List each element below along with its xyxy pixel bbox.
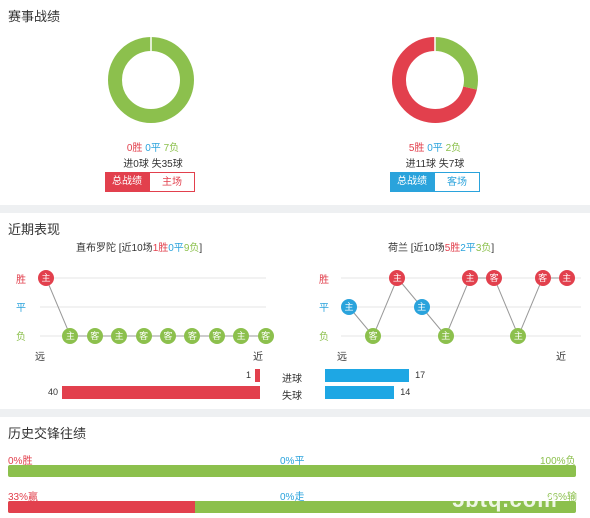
- right-loss-count: 2负: [445, 143, 462, 154]
- left-match-marker: 主: [111, 328, 128, 344]
- right-conceded-bar: [325, 386, 395, 399]
- left-total-record-button[interactable]: 总战绩: [105, 172, 149, 192]
- left-match-marker: 客: [184, 328, 201, 344]
- left-match-marker: 客: [135, 328, 152, 344]
- left-summary-prefix: [近10场: [116, 243, 153, 254]
- right-y-label-loss: 负: [319, 332, 329, 343]
- left-match-marker: 主: [62, 328, 79, 344]
- left-match-marker: 客: [86, 328, 103, 344]
- right-summary-draw: 2平: [460, 243, 476, 254]
- recent-title: 近期表现: [8, 222, 61, 237]
- left-conceded-bar: [62, 386, 260, 399]
- history-row2-bar: [8, 501, 576, 513]
- right-match-marker: 客: [534, 270, 551, 286]
- history-row2-right: 66%输: [547, 492, 578, 503]
- right-match-marker: 客: [486, 270, 503, 286]
- left-record-donut: [108, 37, 194, 123]
- left-match-marker: 客: [160, 328, 176, 344]
- watermark: 5btq.com: [452, 487, 558, 512]
- left-record-counts: 0胜 0平 7负: [118, 139, 188, 154]
- history-row2-mid: 0%走: [280, 492, 305, 503]
- left-conceded-value: 40: [47, 387, 58, 397]
- goals-label: 进球: [282, 374, 302, 385]
- right-record-counts: 5胜 0平 2负: [400, 139, 470, 154]
- left-loss-count: 7负: [163, 143, 180, 154]
- left-summary-win: 1胜: [152, 243, 169, 254]
- history-panel: 历史交锋往绩 0%胜 0%平 100%负 33%赢 0%走 66%输 5btq.…: [0, 417, 590, 518]
- left-match-marker: 主: [233, 328, 250, 344]
- left-team-summary: 直布罗陀 [近10场1胜0平9负]: [76, 239, 202, 254]
- history-title: 历史交锋往绩: [8, 426, 87, 441]
- right-goals-value: 17: [415, 370, 426, 380]
- right-match-marker: 主: [341, 299, 357, 315]
- left-far-label: 远: [35, 352, 45, 363]
- right-match-marker: 主: [558, 270, 575, 286]
- right-match-marker: 主: [462, 270, 478, 286]
- left-goals-value: 1: [246, 370, 252, 380]
- right-summary-win: 5胜: [444, 243, 461, 254]
- left-y-label-loss: 负: [16, 332, 26, 343]
- right-goals-bar: [325, 369, 410, 382]
- record-panel: 赛事战绩 0胜 0平 7负 进0球 失35球 总战绩 主场 5胜 0平 2负 进…: [0, 0, 590, 205]
- left-summary-loss: 9负: [183, 243, 200, 254]
- history-row2-win-fill: [8, 501, 196, 513]
- left-goals: 进0球 失35球: [123, 159, 183, 170]
- left-summary-suffix: ]: [199, 243, 203, 254]
- right-goals: 进11球 失7球: [405, 159, 465, 170]
- right-match-marker: 主: [510, 328, 527, 344]
- right-trend-line: [348, 277, 567, 338]
- right-summary-suffix: ]: [491, 243, 495, 254]
- right-team-summary: 荷兰 [近10场5胜2平3负]: [388, 239, 494, 254]
- left-y-label-win: 胜: [16, 275, 26, 286]
- right-donut-win-slice: [392, 37, 477, 123]
- left-donut-loss-slice: [108, 37, 194, 123]
- right-match-marker: 客: [365, 328, 382, 344]
- history-row1-bar: [8, 465, 576, 477]
- history-row2-left: 33%赢: [8, 492, 39, 503]
- history-row1-left: 0%胜: [8, 456, 33, 467]
- right-away-button[interactable]: 客场: [434, 172, 480, 192]
- left-match-marker: 客: [208, 328, 225, 344]
- left-summary-draw: 0平: [168, 243, 184, 254]
- right-record-donut: [392, 37, 478, 123]
- right-y-label-draw: 平: [319, 303, 329, 314]
- right-near-label: 近: [556, 352, 566, 363]
- left-y-label-draw: 平: [16, 303, 26, 314]
- right-y-label-win: 胜: [319, 275, 329, 286]
- right-far-label: 远: [337, 352, 347, 363]
- right-donut-loss-slice: [434, 37, 478, 90]
- history-row1-mid: 0%平: [280, 456, 305, 467]
- recent-panel: 近期表现 直布罗陀 [近10场1胜0平9负] 荷兰 [近10场5胜2平3负] 胜…: [0, 213, 590, 409]
- right-match-marker: 主: [389, 270, 406, 286]
- left-draw-count: 0平: [145, 143, 161, 154]
- right-total-record-button[interactable]: 总战绩: [390, 172, 434, 192]
- right-trend-chart: 主客主主主主客主客主: [295, 213, 590, 363]
- conceded-label: 失球: [282, 391, 302, 402]
- left-team-name: 直布罗陀: [76, 243, 116, 254]
- left-near-label: 近: [253, 352, 263, 363]
- right-match-marker: 主: [437, 328, 454, 344]
- left-match-marker: 客: [257, 328, 274, 344]
- history-row1-right: 100%负: [540, 456, 576, 467]
- right-draw-count: 0平: [427, 143, 443, 154]
- right-team-name: 荷兰: [388, 243, 408, 254]
- right-conceded-value: 14: [400, 387, 411, 397]
- left-trend-line: [45, 277, 266, 337]
- left-trend-chart: 主主客主客客客客主客: [0, 213, 295, 363]
- record-title: 赛事战绩: [8, 9, 61, 24]
- right-match-marker: 主: [413, 299, 430, 315]
- right-summary-prefix: [近10场: [408, 243, 445, 254]
- right-win-count: 5胜: [408, 143, 425, 154]
- left-match-marker: 主: [38, 270, 54, 286]
- left-goals-bar: [255, 369, 260, 382]
- right-summary-loss: 3负: [475, 243, 492, 254]
- left-win-count: 0胜: [126, 143, 143, 154]
- left-home-button[interactable]: 主场: [149, 172, 195, 192]
